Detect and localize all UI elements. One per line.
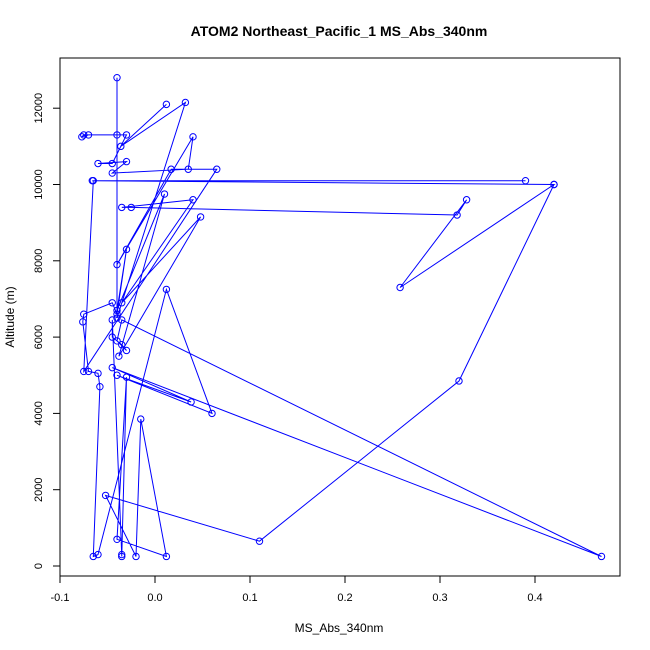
- data-series: [78, 73, 606, 561]
- y-tick-label: 8000: [33, 249, 45, 273]
- plot-frame: [59, 57, 621, 577]
- data-point: [84, 367, 93, 376]
- x-axis-label: MS_Abs_340nm: [295, 621, 384, 635]
- data-point: [118, 316, 126, 324]
- series-line: [81, 77, 602, 558]
- data-point: [84, 131, 93, 139]
- data-point: [167, 165, 175, 173]
- data-point: [118, 552, 126, 561]
- data-point: [162, 100, 171, 109]
- data-point: [162, 285, 171, 294]
- data-point: [80, 131, 88, 139]
- x-tick-label: 0.3: [432, 592, 447, 604]
- data-point: [118, 203, 126, 212]
- data-point: [122, 157, 131, 166]
- data-point: [89, 552, 97, 561]
- x-tick-label: -0.1: [51, 592, 70, 604]
- data-point: [113, 73, 121, 82]
- y-tick-label: 6000: [33, 325, 45, 349]
- y-tick-label: 0: [33, 563, 45, 569]
- y-tick-label: 4000: [33, 401, 45, 425]
- data-point: [122, 245, 131, 254]
- y-axis-label: Altitude (m): [3, 286, 17, 347]
- data-point: [108, 159, 116, 168]
- data-point: [115, 352, 123, 360]
- y-tick-label: 12000: [33, 93, 45, 124]
- data-point: [122, 131, 131, 139]
- data-point: [88, 176, 97, 185]
- data-point: [101, 491, 110, 500]
- data-point: [208, 409, 216, 418]
- x-tick-label: 0.2: [337, 592, 352, 604]
- data-point: [113, 314, 121, 322]
- data-point: [122, 373, 131, 381]
- data-point: [108, 299, 116, 307]
- y-axis: 0 2000 4000 6000 8000 10000 12000: [33, 93, 61, 569]
- data-point: [189, 196, 197, 204]
- data-point: [79, 318, 87, 326]
- x-tick-label: 0.0: [147, 592, 162, 604]
- data-point: [255, 537, 264, 545]
- data-point: [181, 98, 190, 107]
- x-tick-label: 0.1: [242, 592, 257, 604]
- data-point: [96, 382, 104, 391]
- data-point: [108, 169, 116, 177]
- data-point: [213, 165, 221, 173]
- data-point: [113, 371, 121, 379]
- x-tick-label: 0.4: [527, 592, 542, 604]
- data-point: [455, 377, 463, 385]
- data-point: [521, 176, 530, 185]
- chart-title: ATOM2 Northeast_Pacific_1 MS_Abs_340nm: [191, 23, 488, 39]
- y-tick-label: 10000: [33, 169, 45, 200]
- data-point: [108, 333, 116, 341]
- data-point: [597, 552, 606, 561]
- data-point: [196, 213, 205, 221]
- data-point: [189, 133, 197, 141]
- data-point: [137, 415, 145, 423]
- data-point: [187, 398, 195, 406]
- data-point: [118, 550, 126, 559]
- data-point: [118, 299, 126, 307]
- y-tick-label: 2000: [33, 477, 45, 501]
- data-point: [94, 550, 102, 559]
- data-point: [108, 316, 116, 324]
- data-point: [127, 203, 135, 212]
- data-point: [113, 310, 121, 318]
- data-point: [78, 133, 86, 141]
- data-point: [132, 552, 140, 561]
- data-point: [113, 535, 121, 543]
- data-point: [162, 552, 171, 561]
- data-point: [113, 131, 121, 139]
- data-point: [550, 180, 558, 189]
- data-point: [113, 337, 121, 345]
- data-point: [122, 346, 131, 355]
- data-point: [453, 211, 461, 219]
- data-point: [94, 369, 102, 378]
- data-point: [118, 341, 126, 349]
- data-point: [462, 196, 471, 204]
- data-point: [108, 363, 116, 372]
- data-point: [113, 260, 121, 269]
- data-point: [184, 165, 192, 173]
- data-point: [117, 142, 125, 151]
- x-axis: -0.1 0.0 0.1 0.2 0.3 0.4: [51, 575, 543, 604]
- data-point: [80, 310, 88, 318]
- data-point: [160, 190, 169, 198]
- data-point: [396, 283, 404, 292]
- data-point: [80, 367, 88, 376]
- data-point: [94, 159, 102, 168]
- data-point: [113, 306, 121, 315]
